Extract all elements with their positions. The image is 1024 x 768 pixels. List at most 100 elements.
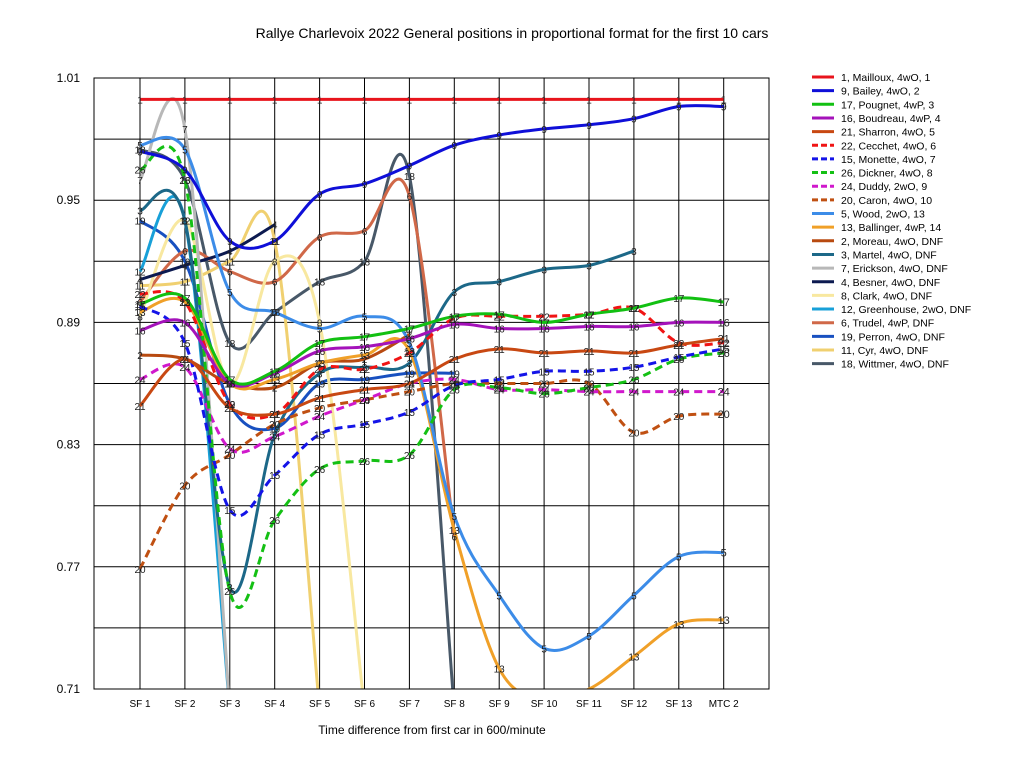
position-label: 6 xyxy=(317,233,323,244)
position-label: 13 xyxy=(628,652,640,663)
position-label: 26 xyxy=(539,390,551,401)
position-label: 13 xyxy=(359,351,371,362)
x-tick-label: SF 2 xyxy=(174,699,196,710)
position-label: 1 xyxy=(317,95,323,106)
position-label: 20 xyxy=(224,451,236,462)
chart-title: Rallye Charlevoix 2022 General positions… xyxy=(256,25,769,41)
position-label: 20 xyxy=(179,481,191,492)
x-tick-label: SF 7 xyxy=(399,699,421,710)
position-label: 17 xyxy=(134,300,146,311)
position-label: 22 xyxy=(718,338,730,350)
position-label: 21 xyxy=(628,349,640,360)
position-label: 15 xyxy=(179,339,191,350)
position-label: 11 xyxy=(225,257,236,268)
position-label: 20 xyxy=(673,412,685,423)
position-label: 26 xyxy=(718,348,730,360)
position-label: 15 xyxy=(404,408,416,419)
x-tick-label: SF 4 xyxy=(264,699,286,710)
x-tick-label: SF 10 xyxy=(531,699,558,710)
position-label: 17 xyxy=(179,294,191,305)
position-label: 7 xyxy=(182,125,188,136)
position-label: 5 xyxy=(317,325,323,336)
position-label: 9 xyxy=(541,125,547,136)
legend-entry: 13, Ballinger, 4wP, 14 xyxy=(841,222,941,234)
position-label: 17 xyxy=(449,312,461,323)
position-label: 5 xyxy=(452,512,458,523)
y-tick-label: 0.71 xyxy=(57,682,81,696)
position-label: 3 xyxy=(407,359,413,370)
series-line xyxy=(139,104,724,250)
position-label: 8 xyxy=(137,312,143,323)
position-label: 16 xyxy=(314,347,326,358)
x-tick-label: SF 1 xyxy=(129,699,151,710)
position-label: 3 xyxy=(317,369,323,380)
position-label: 9 xyxy=(317,190,323,201)
position-label: 16 xyxy=(718,317,730,329)
position-label: 24 xyxy=(449,375,461,386)
position-label: 16 xyxy=(449,320,461,331)
position-label: 3 xyxy=(496,278,502,289)
position-label: 18 xyxy=(179,176,191,187)
position-label: 9 xyxy=(452,141,458,152)
y-tick-label: 1.01 xyxy=(57,71,81,85)
position-label: 9 xyxy=(631,115,637,126)
position-label: 3 xyxy=(227,583,233,594)
x-tick-label: SF 8 xyxy=(444,699,466,710)
position-label: 17 xyxy=(583,310,595,321)
position-label: 13 xyxy=(179,298,191,309)
position-label: 20 xyxy=(583,380,595,391)
position-label: 17 xyxy=(404,325,416,336)
position-label: 19 xyxy=(314,380,326,391)
position-label: 16 xyxy=(673,318,685,329)
position-label: 3 xyxy=(586,261,592,272)
legend-entry: 18, Wittmer, 4wO, DNF xyxy=(841,359,949,371)
position-label: 20 xyxy=(494,380,506,391)
position-label: 20 xyxy=(628,428,640,439)
legend-entry: 22, Cecchet, 4wO, 6 xyxy=(841,140,936,152)
position-label: 16 xyxy=(359,343,371,354)
position-label: 24 xyxy=(583,388,595,399)
series-line xyxy=(138,219,455,432)
position-label: 24 xyxy=(404,380,416,391)
position-label: 9 xyxy=(407,162,413,173)
legend-entry: 5, Wood, 2wO, 13 xyxy=(841,209,925,221)
position-label: 6 xyxy=(407,192,413,203)
position-label: 22 xyxy=(314,365,326,376)
position-label: 6 xyxy=(227,267,233,278)
position-label: 13 xyxy=(673,620,685,631)
legend-entry: 19, Perron, 4wO, DNF xyxy=(841,331,945,343)
position-label: 5 xyxy=(362,312,368,323)
position-label: 24 xyxy=(134,375,146,386)
series-line xyxy=(139,290,724,420)
position-label: 1 xyxy=(452,95,458,106)
position-label: 19 xyxy=(359,375,371,386)
position-label: 16 xyxy=(179,318,191,329)
position-label: 9 xyxy=(676,103,682,114)
position-label: 21 xyxy=(673,341,685,352)
position-label: 16 xyxy=(224,380,236,391)
series-line xyxy=(139,223,276,282)
position-label: 26 xyxy=(449,386,461,397)
position-label: 6 xyxy=(182,247,188,258)
position-label: 18 xyxy=(404,172,416,183)
position-label: 21 xyxy=(359,386,371,397)
position-label: 21 xyxy=(583,347,595,358)
legend: 1, Mailloux, 4wO, 1 9, Bailey, 4wO, 217, … xyxy=(812,72,971,371)
position-label: 13 xyxy=(494,665,506,676)
legend-entry: 6, Trudel, 4wP, DNF xyxy=(841,318,934,330)
position-label: 1 xyxy=(631,95,637,106)
position-label: 1 xyxy=(272,95,278,106)
position-label: 24 xyxy=(718,387,730,399)
y-tick-label: 0.95 xyxy=(57,193,81,207)
position-label: 26 xyxy=(583,384,595,395)
x-axis-ticks: SF 1 SF 2 SF 3 SF 4 SF 5 SF 6 SF 7 SF 8 SF 9 SF 1… xyxy=(129,699,739,710)
position-label: 26 xyxy=(134,166,146,177)
legend-entry: 9, Bailey, 4wO, 2 xyxy=(841,86,920,98)
series-line xyxy=(138,96,230,689)
position-label: 15 xyxy=(494,375,506,386)
position-label: 22 xyxy=(404,349,416,360)
position-label: 18 xyxy=(314,278,326,289)
position-label: 26 xyxy=(404,451,416,462)
